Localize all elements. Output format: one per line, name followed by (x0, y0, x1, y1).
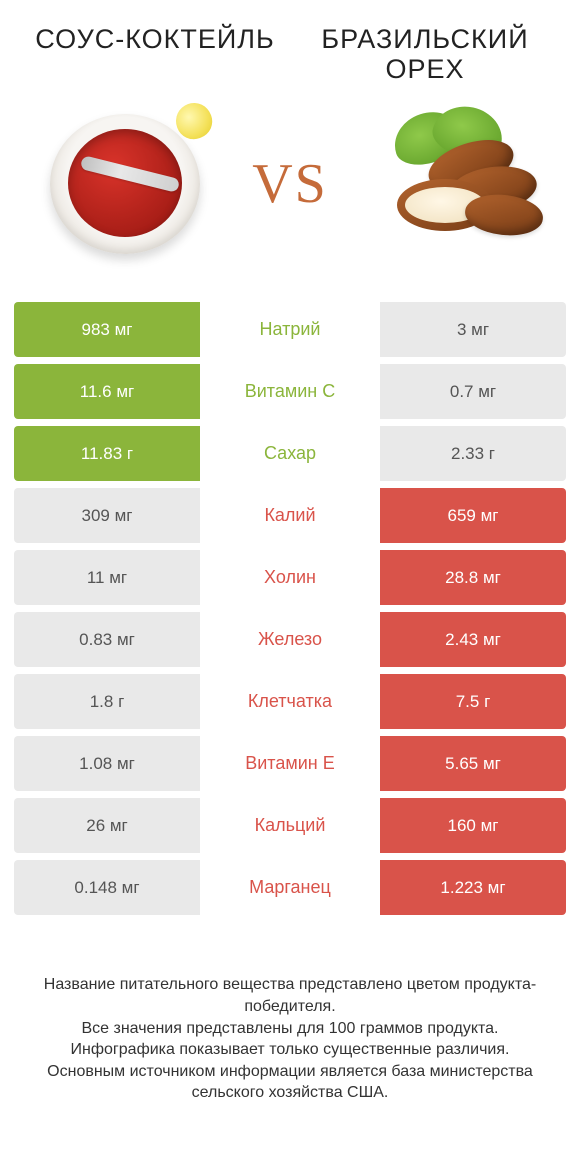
left-value-cell: 11 мг (14, 550, 200, 605)
nutrient-name: Натрий (200, 302, 380, 357)
nutrient-name: Железо (200, 612, 380, 667)
footer-line: Название питательного вещества представл… (28, 974, 552, 1017)
footer-line: Инфографика показывает только существенн… (28, 1039, 552, 1061)
left-value-cell: 11.6 мг (14, 364, 200, 419)
vs-label: VS (252, 152, 328, 216)
left-value-cell: 11.83 г (14, 426, 200, 481)
comparison-table: 983 мгНатрий3 мг11.6 мгВитамин C0.7 мг11… (0, 284, 580, 915)
table-row: 0.83 мгЖелезо2.43 мг (14, 612, 566, 667)
right-value-cell: 7.5 г (380, 674, 566, 729)
table-row: 11.83 гСахар2.33 г (14, 426, 566, 481)
table-row: 983 мгНатрий3 мг (14, 302, 566, 357)
table-row: 0.148 мгМарганец1.223 мг (14, 860, 566, 915)
left-value-cell: 26 мг (14, 798, 200, 853)
header: СОУС-КОКТЕЙЛЬ БРАЗИЛЬСКИЙ ОРЕХ (0, 0, 580, 94)
right-value-cell: 659 мг (380, 488, 566, 543)
left-value-cell: 0.83 мг (14, 612, 200, 667)
right-value-cell: 28.8 мг (380, 550, 566, 605)
right-product-title: БРАЗИЛЬСКИЙ ОРЕХ (305, 25, 545, 84)
right-value-cell: 160 мг (380, 798, 566, 853)
table-row: 1.08 мгВитамин E5.65 мг (14, 736, 566, 791)
right-value-cell: 1.223 мг (380, 860, 566, 915)
left-product-title: СОУС-КОКТЕЙЛЬ (35, 25, 275, 55)
nutrient-name: Холин (200, 550, 380, 605)
right-value-cell: 5.65 мг (380, 736, 566, 791)
left-value-cell: 1.08 мг (14, 736, 200, 791)
nutrient-name: Клетчатка (200, 674, 380, 729)
products-images-row: VS (0, 94, 580, 284)
table-row: 11.6 мгВитамин C0.7 мг (14, 364, 566, 419)
brazil-nuts-illustration (375, 119, 535, 249)
footer-line: Основным источником информации является … (28, 1061, 552, 1104)
right-value-cell: 3 мг (380, 302, 566, 357)
right-value-cell: 2.33 г (380, 426, 566, 481)
left-value-cell: 1.8 г (14, 674, 200, 729)
left-value-cell: 983 мг (14, 302, 200, 357)
right-product-image (375, 104, 535, 264)
nutrient-name: Витамин E (200, 736, 380, 791)
footer-notes: Название питательного вещества представл… (0, 974, 580, 1104)
left-value-cell: 0.148 мг (14, 860, 200, 915)
table-row: 11 мгХолин28.8 мг (14, 550, 566, 605)
nutrient-name: Калий (200, 488, 380, 543)
table-row: 309 мгКалий659 мг (14, 488, 566, 543)
nutrient-name: Сахар (200, 426, 380, 481)
footer-line: Все значения представлены для 100 граммо… (28, 1018, 552, 1040)
sauce-bowl-illustration (50, 109, 200, 259)
table-row: 1.8 гКлетчатка7.5 г (14, 674, 566, 729)
left-value-cell: 309 мг (14, 488, 200, 543)
nutrient-name: Марганец (200, 860, 380, 915)
right-value-cell: 0.7 мг (380, 364, 566, 419)
right-value-cell: 2.43 мг (380, 612, 566, 667)
nutrient-name: Кальций (200, 798, 380, 853)
nutrient-name: Витамин C (200, 364, 380, 419)
left-product-image (45, 104, 205, 264)
table-row: 26 мгКальций160 мг (14, 798, 566, 853)
